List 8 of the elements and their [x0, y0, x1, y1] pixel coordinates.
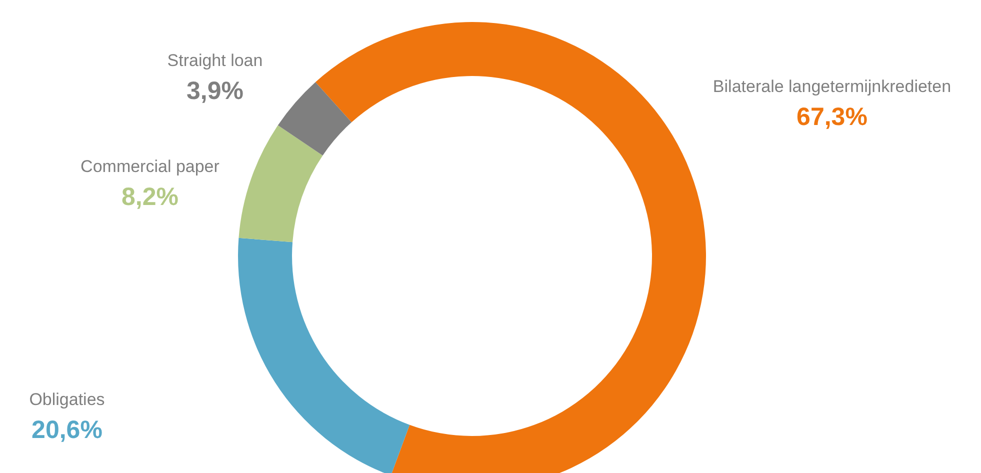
- data-label: 67,3%: [796, 103, 868, 131]
- slice-label: Straight loan: [167, 51, 263, 70]
- data-label: 3,9%: [186, 77, 244, 105]
- slice-label: Bilaterale langetermijnkredieten: [712, 77, 952, 96]
- data-label: 8,2%: [122, 183, 178, 211]
- slice-label: Obligaties: [29, 390, 105, 409]
- slice-label: Commercial paper: [80, 157, 220, 176]
- data-label: 20,6%: [32, 416, 102, 444]
